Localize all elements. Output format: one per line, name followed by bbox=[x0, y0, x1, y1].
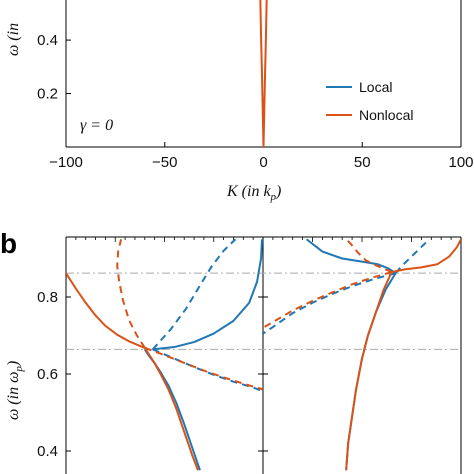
x-tick-label: −50 bbox=[152, 154, 177, 171]
series-line-nonlocal-dashed bbox=[345, 238, 393, 273]
series-line-local-dashed bbox=[263, 272, 396, 335]
x-tick-label: −100 bbox=[49, 154, 83, 171]
x-tick-label: 0 bbox=[259, 154, 267, 171]
series-line-nonlocal-solid bbox=[66, 272, 146, 349]
legend-label-local: Local bbox=[359, 79, 392, 95]
y-tick-label: 0.2 bbox=[37, 86, 58, 103]
panel-b: b 0.4 0.6 0.8 ω (in ωp) bbox=[0, 228, 462, 474]
panel-a-x-axis-label: K (in kp) bbox=[226, 183, 281, 203]
subpanel-1 bbox=[66, 238, 263, 471]
series-line-nonlocal-solid bbox=[345, 271, 393, 471]
y-tick-label: 0.4 bbox=[37, 443, 58, 460]
series-line-nonlocal-solid bbox=[391, 238, 461, 273]
gamma-annotation: γ = 0 bbox=[80, 117, 113, 134]
legend-label-nonlocal: Nonlocal bbox=[359, 107, 413, 123]
x-tick-label: 50 bbox=[354, 154, 371, 171]
series-line-local-solid bbox=[345, 272, 397, 471]
x-tick-label: 100 bbox=[448, 154, 473, 171]
series-line-local-dashed bbox=[151, 238, 237, 351]
series-line-local-dashed bbox=[394, 238, 431, 274]
y-tick-label: 0.6 bbox=[37, 366, 58, 383]
series-line-local-solid bbox=[152, 239, 263, 351]
panel-a-y-axis-label: ω (in bbox=[5, 23, 22, 56]
series-line-nonlocal bbox=[259, 0, 268, 148]
subpanel-2 bbox=[263, 238, 461, 471]
series-line-nonlocal-dashed bbox=[263, 271, 392, 329]
series-line-nonlocal-solid bbox=[143, 347, 199, 471]
series-line-nonlocal-dashed bbox=[144, 346, 263, 391]
series-line-local-solid bbox=[305, 238, 397, 274]
y-tick-label: 0.8 bbox=[37, 289, 58, 306]
panel-b-y-axis-label: ω (in ωp) bbox=[5, 361, 25, 420]
legend: Local Nonlocal bbox=[326, 79, 413, 123]
y-tick-label: 0.4 bbox=[37, 32, 58, 49]
panel-b-letter: b bbox=[0, 228, 17, 259]
panel-a: −100 −50 0 50 100 0.2 0.4 ω (in K (in kp) γ =… bbox=[5, 0, 474, 203]
series-line-nonlocal-dashed bbox=[116, 239, 146, 349]
